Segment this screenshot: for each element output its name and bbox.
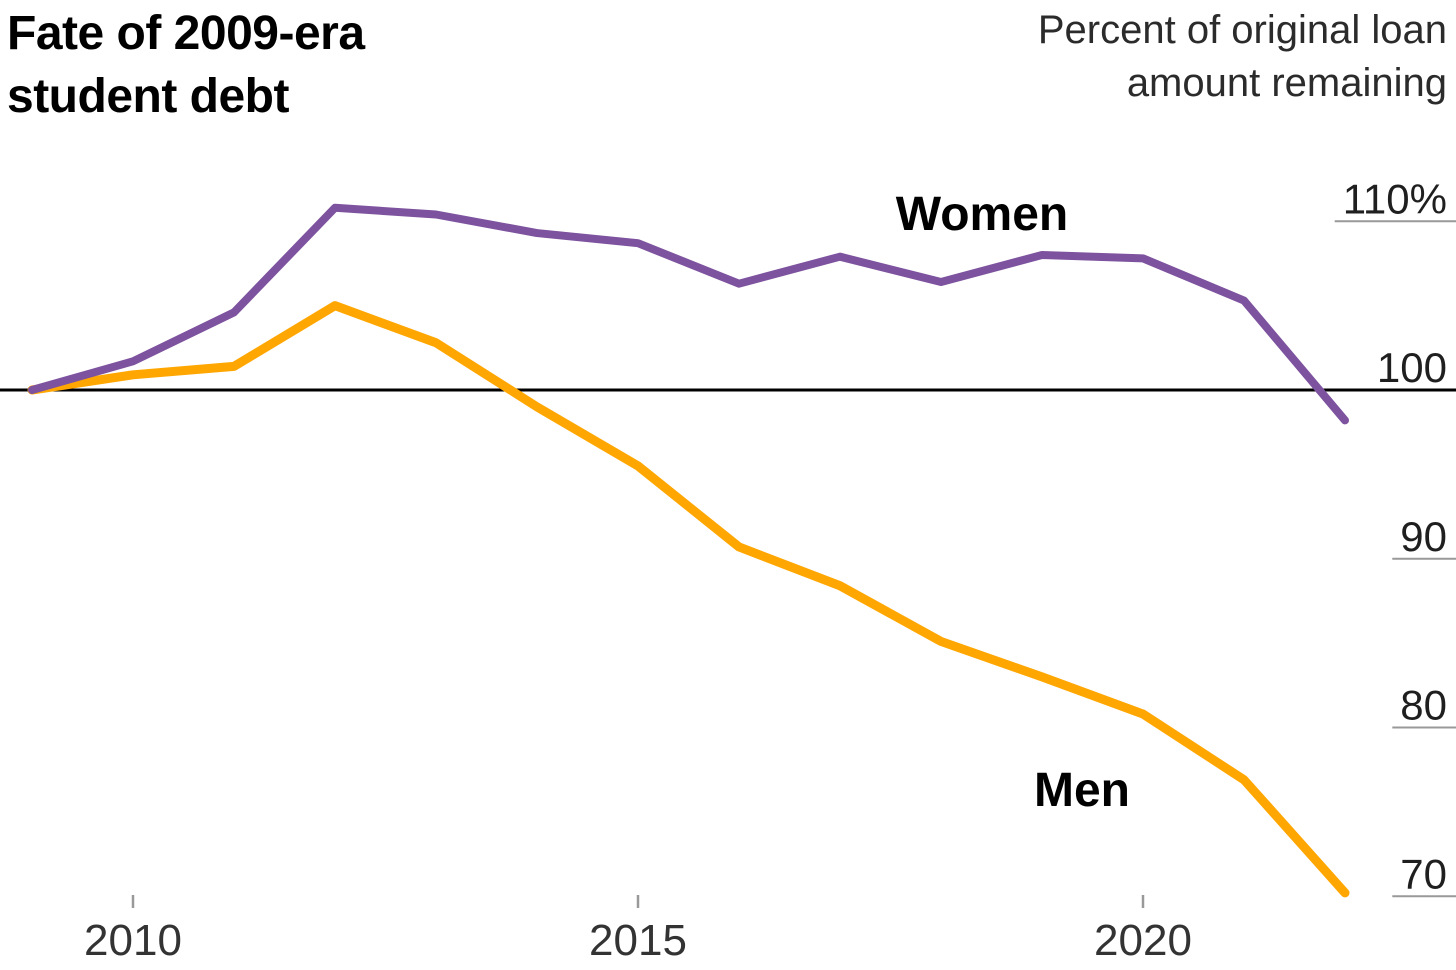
ytick-80-label: 80 [1400,682,1447,729]
ytick-70-label: 70 [1400,850,1447,897]
ytick-90-label: 90 [1400,513,1447,560]
women-line [28,203,1349,425]
xtick-2010: 2010 [84,895,182,965]
ytick-70: 70 [1392,850,1456,898]
xtick-2015: 2015 [589,895,687,965]
x-axis: 2010 2015 2020 [84,895,1192,965]
ytick-100-label: 100 [1377,344,1447,391]
ytick-110: 110% [1334,175,1456,223]
women-label: Women [896,188,1068,241]
ytick-110-label: 110% [1343,175,1447,222]
men-line [27,301,1350,898]
xtick-2020: 2020 [1094,895,1192,965]
xtick-2015-label: 2015 [589,916,687,965]
ytick-100: 100 [1377,344,1447,391]
ytick-80: 80 [1392,682,1456,729]
men-label: Men [1034,764,1130,817]
y-axis: 110% 100 90 80 70 [1334,175,1456,898]
xtick-2010-label: 2010 [84,916,182,965]
xtick-2020-label: 2020 [1094,916,1192,965]
ytick-90: 90 [1392,513,1456,560]
chart-title: Fate of 2009-era student debt [7,7,365,123]
y-axis-title: Percent of original loan amount remainin… [1037,8,1447,105]
